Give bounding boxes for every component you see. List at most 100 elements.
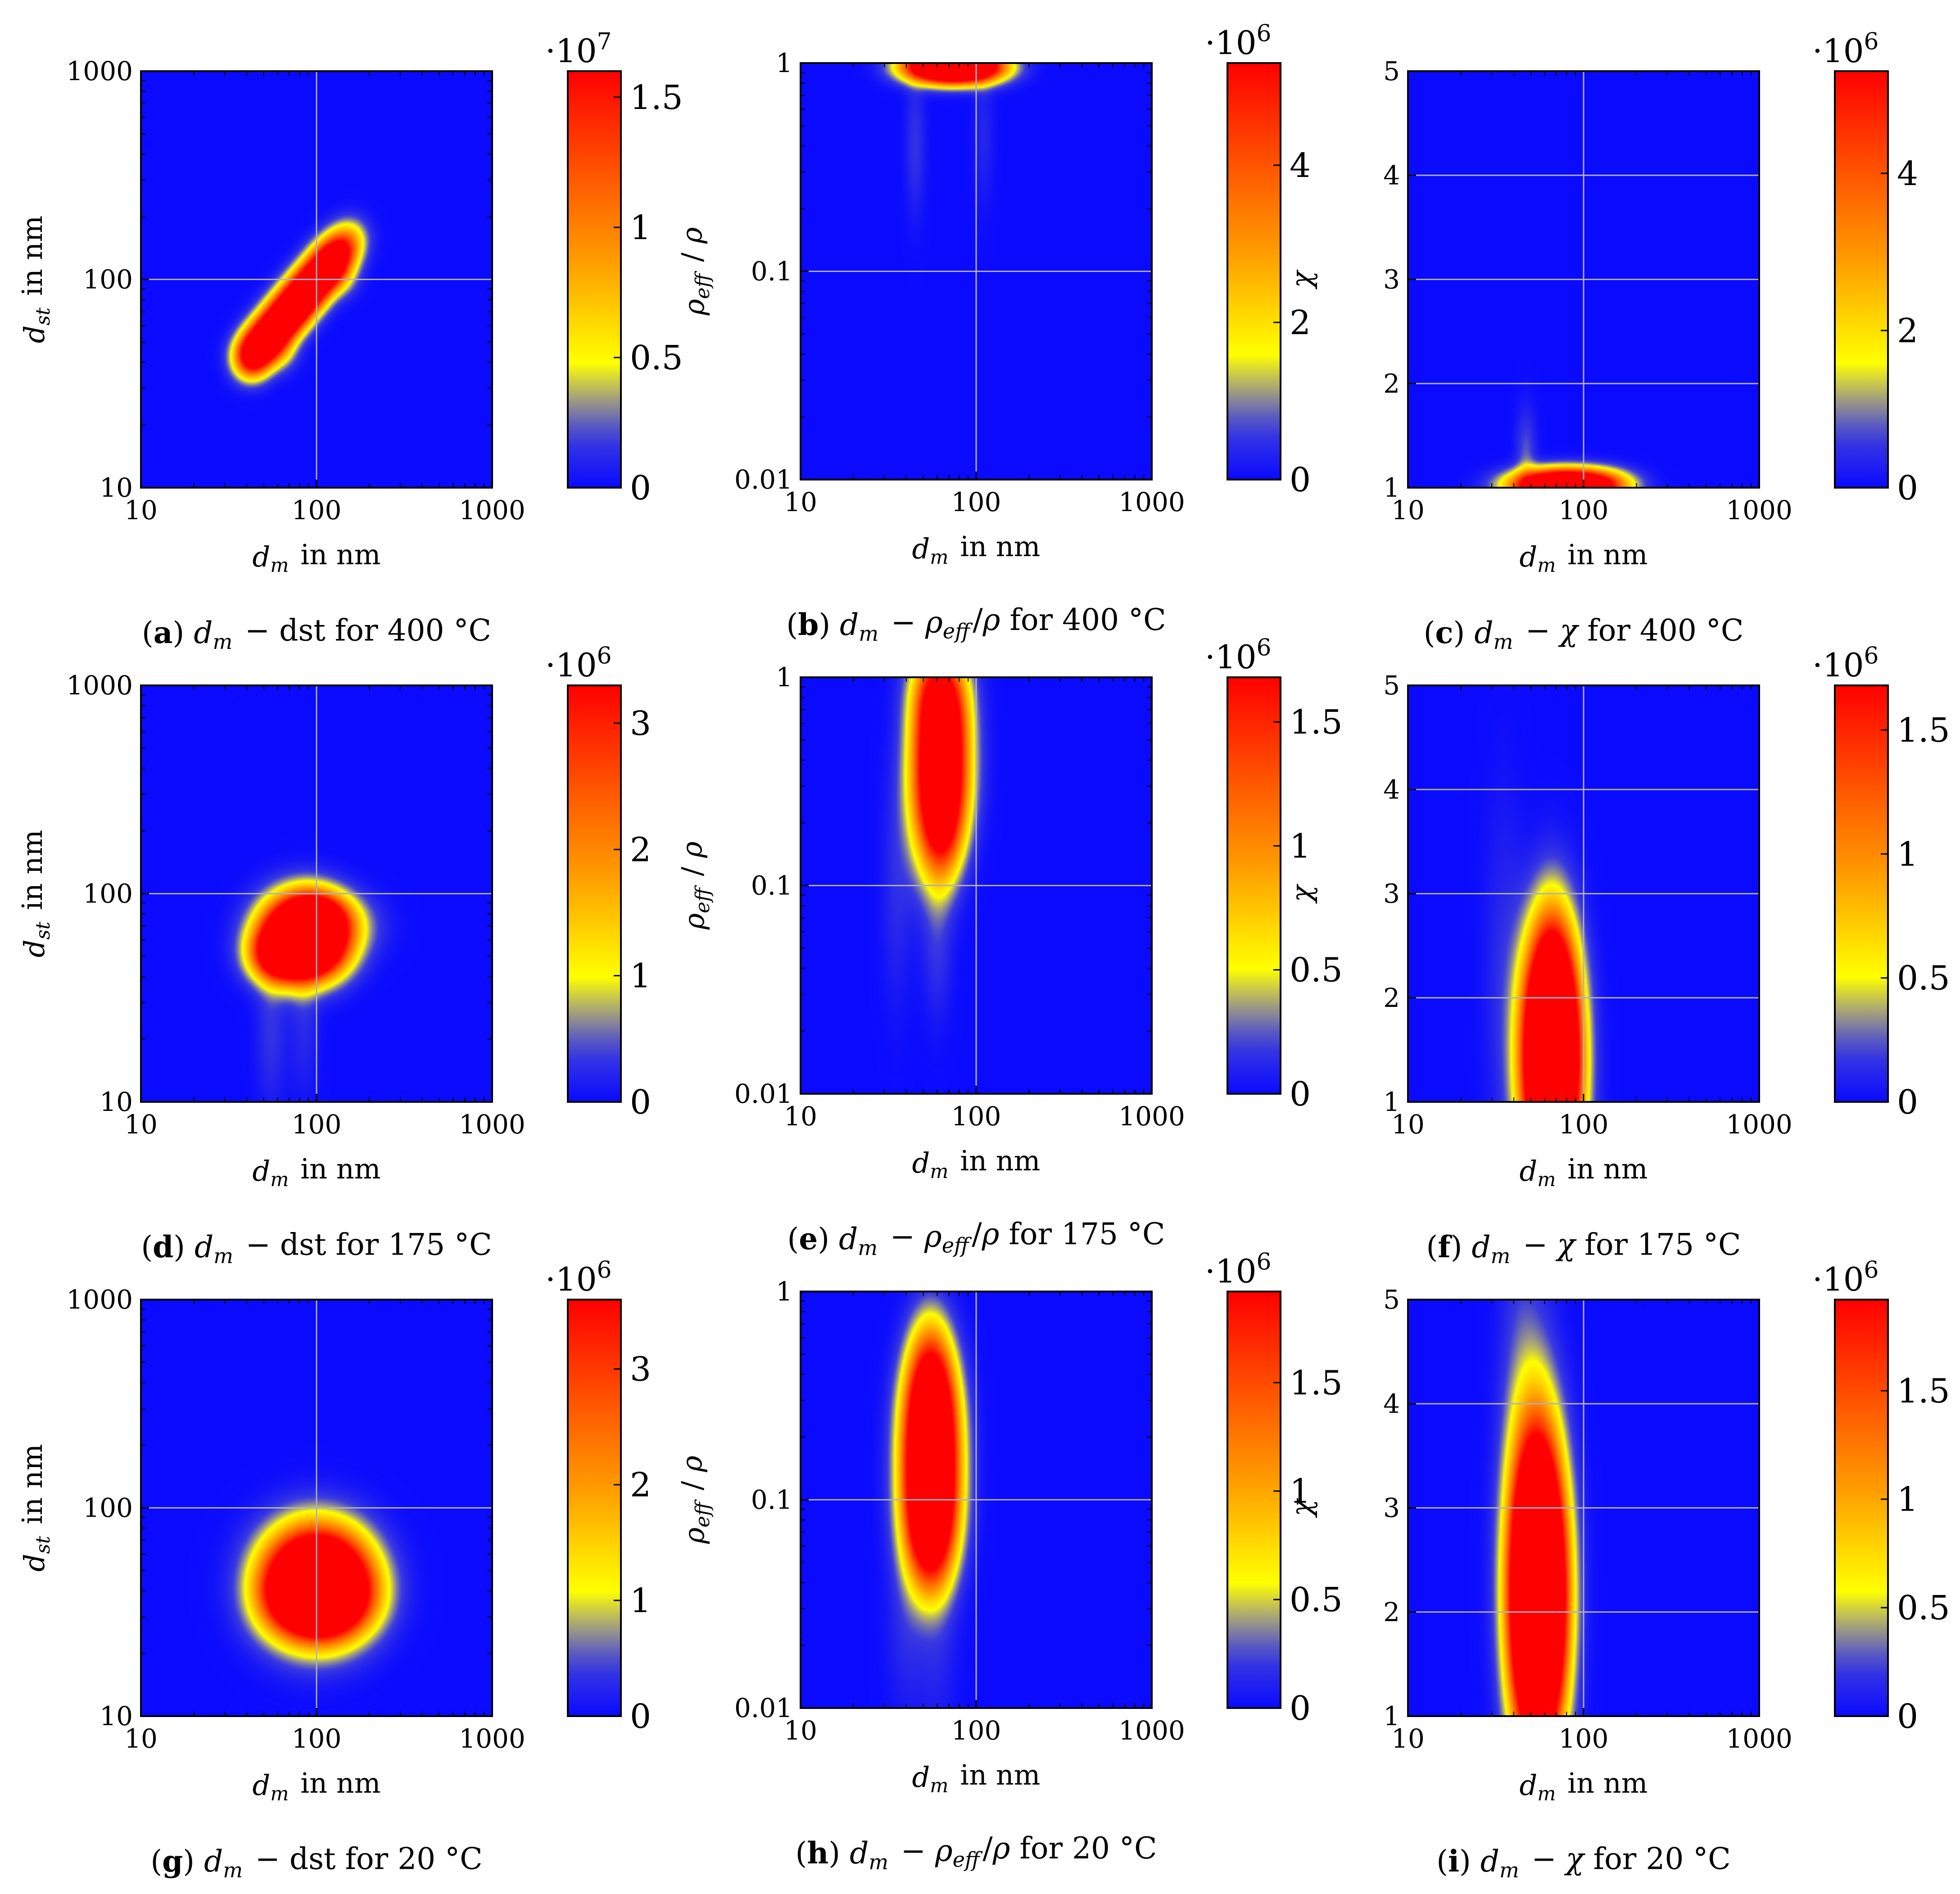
colorbar bbox=[1227, 1291, 1281, 1709]
y-tick-label: 5 bbox=[1383, 670, 1400, 701]
colorbar-tick-label: 1 bbox=[630, 208, 651, 247]
colorbar bbox=[1834, 70, 1889, 489]
y-tick-label: 1 bbox=[776, 1276, 792, 1307]
y-tick-label: 2 bbox=[1383, 368, 1400, 399]
x-tick-label: 1000 bbox=[459, 1109, 525, 1140]
colorbar-tick-label: 3 bbox=[630, 1350, 651, 1389]
colorbar-tick-label: 2 bbox=[1897, 312, 1918, 350]
panel-caption: (f) dm − χ for 175 °C bbox=[1426, 1227, 1741, 1268]
x-tick-label: 10 bbox=[1391, 1109, 1425, 1140]
y-tick-label: 1000 bbox=[66, 1284, 133, 1315]
y-tick-label: 1000 bbox=[66, 670, 133, 701]
colorbar-tick-label: 2 bbox=[630, 830, 651, 869]
colorbar-tick-label: 2 bbox=[630, 1466, 651, 1504]
x-axis-label: dm in nm bbox=[253, 1152, 381, 1191]
x-tick-label: 100 bbox=[292, 1109, 342, 1140]
panel-caption: (h) dm − ρeff /ρ for 20 °C bbox=[795, 1831, 1157, 1874]
x-axis-label: dm in nm bbox=[912, 530, 1041, 569]
y-axis-label: χ bbox=[1285, 884, 1318, 904]
y-tick-label: 0.1 bbox=[751, 870, 792, 901]
panel-a: 10 100 1000 10 100 1000 dm in nm dst in nm 0 0.5 1… bbox=[16, 28, 683, 653]
x-tick-label: 1000 bbox=[1726, 1109, 1793, 1140]
x-tick-label: 100 bbox=[951, 487, 1001, 517]
y-tick-label: 1 bbox=[1383, 472, 1400, 503]
y-tick-label: 2 bbox=[1383, 1597, 1400, 1627]
panel-caption: (c) dm − χ for 400 °C bbox=[1424, 613, 1744, 653]
colorbar-tick-label: 1.5 bbox=[1897, 711, 1950, 750]
panel-e: 10 100 1000 0.01 0.1 1 dm in nm ρeff / ρ 0 0.5 1 1.… bbox=[675, 634, 1343, 1260]
colorbar bbox=[1834, 1299, 1889, 1717]
y-tick-label: 100 bbox=[83, 1493, 133, 1523]
colorbar-tick-label: 1.5 bbox=[1897, 1372, 1950, 1410]
colorbar-exponent: ·106 bbox=[545, 1256, 612, 1298]
y-tick-label: 1 bbox=[776, 48, 792, 78]
x-tick-label: 10 bbox=[124, 1109, 158, 1140]
colorbar-exponent: ·106 bbox=[1205, 634, 1272, 676]
y-tick-label: 3 bbox=[1383, 1493, 1400, 1523]
colorbar-tick-label: 1.5 bbox=[1290, 703, 1343, 742]
colorbar-tick-label: 2 bbox=[1290, 304, 1311, 342]
y-tick-label: 4 bbox=[1383, 160, 1400, 190]
x-tick-label: 10 bbox=[784, 1715, 817, 1746]
colorbar-exponent: ·106 bbox=[1205, 20, 1272, 62]
panel-caption: (g) dm − dst for 20 °C bbox=[150, 1841, 482, 1882]
colorbar bbox=[1834, 684, 1889, 1103]
colorbar-tick-label: 0.5 bbox=[630, 339, 683, 377]
y-tick-label: 1 bbox=[776, 662, 792, 693]
x-tick-label: 10 bbox=[784, 1101, 817, 1132]
y-tick-label: 3 bbox=[1383, 264, 1400, 295]
x-tick-label: 100 bbox=[1559, 495, 1609, 526]
x-axis-label: dm in nm bbox=[1520, 1767, 1648, 1805]
x-tick-label: 10 bbox=[784, 487, 817, 517]
y-tick-label: 5 bbox=[1383, 1284, 1400, 1315]
colorbar-tick-label: 4 bbox=[1897, 154, 1918, 193]
colorbar-tick-label: 0 bbox=[630, 469, 651, 507]
colorbar-tick-label: 1 bbox=[1897, 835, 1918, 874]
y-tick-label: 100 bbox=[83, 879, 133, 909]
y-axis-label: ρeff / ρ bbox=[675, 227, 714, 316]
y-tick-label: 5 bbox=[1383, 56, 1400, 86]
x-axis-label: dm in nm bbox=[912, 1144, 1041, 1183]
y-tick-label: 10 bbox=[100, 1087, 133, 1117]
x-tick-label: 100 bbox=[951, 1715, 1001, 1746]
panel-b: 10 100 1000 0.01 0.1 1 dm in nm ρeff / ρ 0 2 4 ·106… bbox=[675, 20, 1311, 645]
colorbar bbox=[567, 1299, 622, 1717]
colorbar-tick-label: 1 bbox=[1897, 1480, 1918, 1519]
colorbar-tick-label: 0 bbox=[630, 1697, 651, 1736]
colorbar-tick-label: 1.5 bbox=[1290, 1364, 1343, 1402]
y-tick-label: 1 bbox=[1383, 1701, 1400, 1731]
colorbar-tick-label: 1 bbox=[630, 957, 651, 996]
x-tick-label: 1000 bbox=[1726, 1723, 1793, 1754]
colorbar bbox=[567, 684, 622, 1103]
colorbar-tick-label: 0.5 bbox=[1897, 959, 1950, 998]
x-tick-label: 1000 bbox=[459, 495, 525, 526]
colorbar-tick-label: 0.5 bbox=[1290, 951, 1343, 990]
colorbar-tick-label: 0 bbox=[1897, 469, 1918, 507]
colorbar-exponent: ·107 bbox=[545, 28, 612, 70]
colorbar-exponent: ·106 bbox=[1812, 28, 1879, 70]
colorbar-tick-label: 1 bbox=[1290, 827, 1311, 865]
y-tick-label: 1 bbox=[1383, 1087, 1400, 1117]
colorbar-tick-label: 0 bbox=[1290, 1689, 1311, 1728]
colorbar-tick-label: 0 bbox=[1897, 1083, 1918, 1122]
panel-g: 10 100 1000 10 100 1000 dm in nm dst in nm 0 1 2 3 ·… bbox=[16, 1256, 651, 1882]
colorbar-exponent: ·106 bbox=[545, 642, 612, 684]
colorbar bbox=[567, 70, 622, 489]
colorbar-tick-label: 0 bbox=[1897, 1697, 1918, 1736]
colorbar-tick-label: 0.5 bbox=[1290, 1581, 1343, 1619]
x-tick-label: 1000 bbox=[1726, 495, 1793, 526]
x-axis-label: dm in nm bbox=[253, 1767, 381, 1805]
y-axis-label: dst in nm bbox=[16, 1444, 54, 1572]
x-tick-label: 10 bbox=[124, 1723, 158, 1754]
x-axis-label: dm in nm bbox=[1520, 1152, 1648, 1191]
y-tick-label: 10 bbox=[100, 1701, 133, 1731]
colorbar-tick-label: 1.5 bbox=[630, 78, 683, 117]
panel-d: 10 100 1000 10 100 1000 dm in nm dst in nm 0 1 2 3 ·… bbox=[16, 642, 651, 1268]
colorbar-tick-label: 4 bbox=[1290, 146, 1311, 185]
y-axis-label: dst in nm bbox=[16, 830, 54, 958]
x-tick-label: 1000 bbox=[459, 1723, 525, 1754]
colorbar bbox=[1227, 676, 1281, 1095]
